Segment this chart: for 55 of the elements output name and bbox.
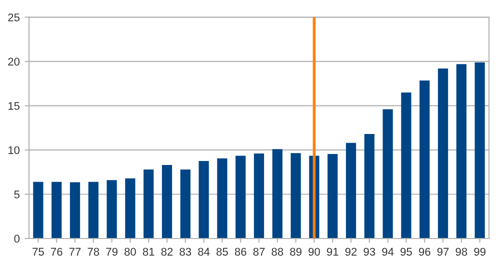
bar — [474, 62, 485, 238]
bar — [420, 80, 430, 238]
bar — [88, 182, 98, 238]
bar — [236, 156, 246, 238]
bar — [346, 142, 356, 238]
bar — [106, 180, 117, 238]
bar — [125, 178, 136, 238]
y-tick-label: 5 — [14, 190, 20, 198]
x-tick-label: 91 — [326, 248, 338, 256]
bar — [144, 169, 154, 238]
bar — [272, 149, 282, 238]
x-tick-label: 92 — [345, 248, 357, 256]
x-tick-label: 82 — [161, 248, 173, 256]
y-tick-label: 20 — [8, 58, 20, 66]
bar — [254, 154, 264, 238]
y-tick-label: 0 — [14, 234, 20, 243]
bar — [217, 158, 228, 238]
x-tick-label: 95 — [400, 248, 412, 256]
bar — [70, 182, 80, 238]
bar — [364, 134, 374, 238]
bar — [290, 153, 301, 238]
x-tick-label: 85 — [216, 248, 228, 256]
x-tick-label: 93 — [364, 248, 376, 256]
x-tick-label: 79 — [106, 248, 118, 256]
y-tick-label: 10 — [8, 146, 20, 154]
bar — [33, 182, 44, 238]
bar — [328, 154, 338, 238]
x-tick-label: 86 — [234, 248, 246, 256]
x-tick-label: 83 — [180, 248, 192, 256]
x-tick-label: 81 — [142, 248, 154, 256]
x-tick-label: 97 — [437, 248, 449, 256]
x-tick-label: 89 — [290, 248, 302, 256]
bar — [198, 161, 209, 238]
x-tick-label: 80 — [124, 248, 136, 256]
x-tick-label: 75 — [32, 248, 44, 256]
bar — [401, 92, 412, 238]
bar — [162, 165, 172, 238]
x-tick-label: 87 — [253, 248, 265, 256]
x-tick-label: 94 — [382, 248, 394, 256]
bar — [382, 109, 393, 238]
x-tick-label: 76 — [50, 248, 62, 256]
x-tick-label: 88 — [272, 248, 284, 256]
x-tick-label: 99 — [474, 248, 486, 256]
y-tick-label: 25 — [8, 13, 20, 22]
x-tick-label: 78 — [88, 248, 100, 256]
x-tick-label: 77 — [69, 248, 81, 256]
x-tick-label: 90 — [308, 248, 320, 256]
x-tick-label: 98 — [456, 248, 468, 256]
bar — [180, 169, 190, 238]
bar — [438, 68, 448, 238]
x-tick-label: 84 — [198, 248, 210, 256]
bar — [456, 64, 466, 238]
x-tick-label: 96 — [418, 248, 430, 256]
bar — [52, 182, 62, 238]
y-tick-label: 15 — [8, 102, 20, 110]
